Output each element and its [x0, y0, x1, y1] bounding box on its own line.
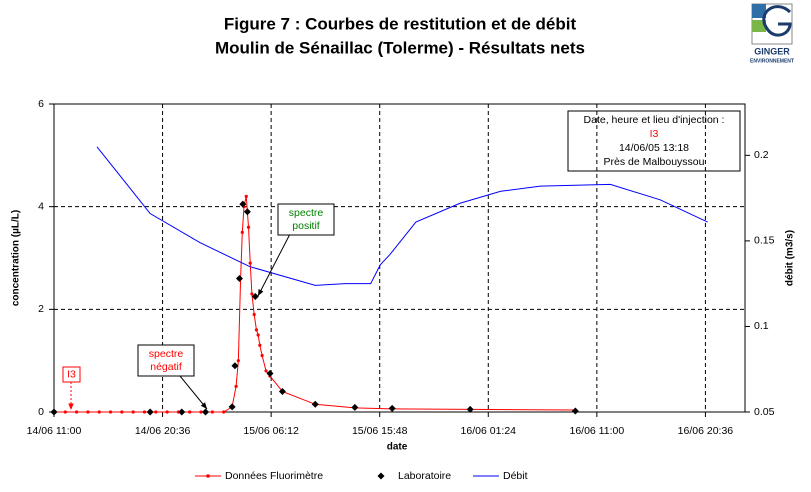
- data-point: [239, 200, 247, 208]
- data-point: [202, 408, 210, 416]
- data-point: [146, 408, 154, 416]
- logo-block: [752, 20, 766, 32]
- y2-tick-label: 0.2: [754, 149, 769, 161]
- callout-arrowhead: [68, 403, 74, 410]
- callout-text: positif: [292, 220, 320, 232]
- logo: GINGER ENVIRONNEMENT: [750, 3, 794, 64]
- data-point: [165, 410, 169, 414]
- y-axis-label: concentration (µL/L): [11, 210, 22, 306]
- logo-tagline: ENVIRONNEMENT: [750, 58, 794, 64]
- logo-name: GINGER: [754, 46, 790, 56]
- data-point: [154, 410, 158, 414]
- data-point: [266, 370, 274, 377]
- data-point: [199, 410, 203, 414]
- series: [96, 146, 708, 286]
- callout-text: négatif: [150, 361, 182, 373]
- data-point: [234, 384, 238, 388]
- y2-tick-label: 0.15: [754, 235, 775, 247]
- data-point: [188, 410, 192, 414]
- injection-heading: Date, heure et lieu d'injection :: [584, 114, 725, 126]
- data-point: [351, 403, 359, 411]
- data-point: [388, 404, 396, 412]
- chart-title: Figure 7 : Courbes de restitution et de …: [224, 14, 577, 33]
- data-point: [178, 408, 186, 416]
- data-point: [258, 343, 262, 347]
- legend-marker: [377, 472, 385, 480]
- data-point: [571, 407, 579, 415]
- injection-box: Date, heure et lieu d'injection : I3 14/…: [567, 110, 741, 172]
- data-point: [466, 405, 474, 413]
- data-point: [264, 369, 268, 373]
- y-tick-label: 6: [38, 98, 44, 110]
- data-point: [236, 359, 240, 363]
- data-point: [75, 410, 79, 414]
- x-tick-label: 16/06 01:24: [461, 425, 517, 437]
- callout-box: [277, 203, 335, 236]
- callout-box: [62, 366, 81, 383]
- data-point: [254, 328, 259, 332]
- data-point: [252, 312, 256, 317]
- data-point: [86, 410, 90, 414]
- legend-label: Données Fluorimètre: [225, 470, 323, 482]
- y-tick-label: 4: [38, 200, 44, 212]
- legend-marker: [206, 474, 210, 478]
- callout-text: spectre: [289, 207, 324, 219]
- y-tick-label: 2: [38, 303, 44, 315]
- data-point: [120, 410, 124, 414]
- injection-site: I3: [650, 128, 659, 140]
- injection-place: Près de Malbouyssou: [604, 156, 705, 168]
- data-point: [250, 292, 254, 296]
- data-point: [228, 403, 236, 411]
- legend-label: Débit: [503, 470, 528, 482]
- data-point: [235, 275, 243, 283]
- x-tick-label: 14/06 20:36: [135, 425, 191, 437]
- data-point: [278, 387, 286, 395]
- data-point: [260, 353, 264, 358]
- callout-box: [137, 344, 195, 377]
- data-point: [210, 410, 214, 414]
- y2-tick-label: 0.1: [754, 320, 769, 332]
- data-point: [222, 410, 226, 414]
- callout-arrow: [257, 233, 291, 297]
- legend-label: Laboratoire: [398, 470, 451, 482]
- x-tick-label: 15/06 06:12: [243, 425, 299, 437]
- x-axis-label: date: [387, 442, 408, 453]
- data-point: [311, 400, 319, 408]
- y-tick-label: 0: [38, 406, 44, 418]
- series-line: [96, 146, 708, 286]
- callout-arrow: [179, 375, 208, 410]
- injection-datetime: 14/06/05 13:18: [619, 142, 689, 154]
- callout-arrowhead: [258, 289, 264, 296]
- callout-arrowhead: [200, 402, 207, 409]
- data-point: [108, 410, 113, 414]
- data-point: [63, 410, 67, 414]
- data-point: [256, 333, 260, 337]
- data-point: [248, 261, 252, 265]
- series: [50, 200, 579, 416]
- data-point: [231, 362, 239, 370]
- data-point: [243, 208, 251, 216]
- data-point: [142, 410, 147, 414]
- data-point: [246, 225, 251, 229]
- data-point: [50, 408, 58, 416]
- logo-block: [752, 4, 766, 18]
- x-tick-label: 16/06 20:36: [678, 425, 734, 437]
- data-point: [251, 293, 259, 300]
- y2-axis-label: débit (m3/s): [785, 230, 796, 286]
- logo-g: [762, 5, 792, 37]
- callout-text: I3: [67, 368, 76, 380]
- data-point: [131, 410, 135, 414]
- chart-subtitle: Moulin de Sénaillac (Tolerme) - Résultat…: [215, 38, 585, 57]
- data-point: [240, 230, 244, 234]
- x-tick-label: 14/06 11:00: [27, 425, 82, 437]
- data-point: [97, 410, 101, 414]
- x-tick-label: 16/06 11:00: [569, 425, 624, 437]
- data-point: [244, 194, 248, 198]
- x-tick-label: 15/06 15:48: [352, 425, 408, 437]
- y2-tick-label: 0.05: [754, 406, 775, 418]
- callout-text: spectre: [149, 348, 184, 360]
